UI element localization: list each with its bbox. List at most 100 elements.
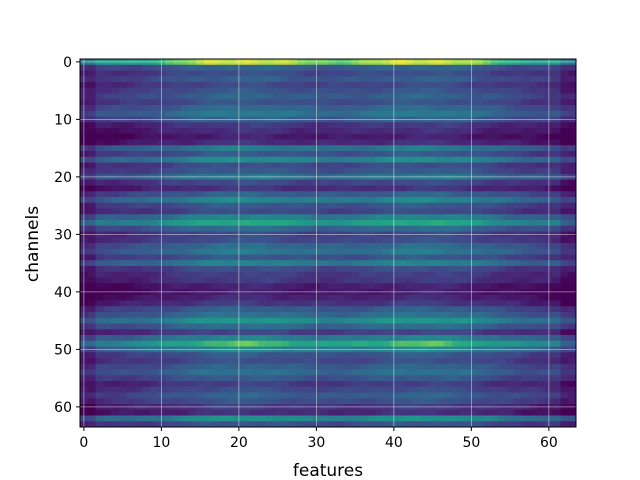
heatmap-cell <box>560 317 569 324</box>
heatmap-cell <box>459 415 468 422</box>
heatmap-cell <box>281 386 290 393</box>
heatmap-cell <box>219 335 228 342</box>
heatmap-cell <box>204 191 213 198</box>
heatmap-cell <box>281 133 290 140</box>
heatmap-cell <box>242 202 251 209</box>
heatmap-cell <box>126 340 135 347</box>
heatmap-cell <box>126 254 135 261</box>
heatmap-cell <box>335 133 344 140</box>
heatmap-cell <box>250 283 259 290</box>
heatmap-cell <box>382 168 391 175</box>
heatmap-cell <box>514 139 523 146</box>
heatmap-cell <box>281 99 290 106</box>
heatmap-cell <box>204 197 213 204</box>
heatmap-cell <box>204 168 213 175</box>
heatmap-cell <box>289 358 298 365</box>
heatmap-cell <box>219 70 228 77</box>
heatmap-cell <box>250 409 259 416</box>
heatmap-cell <box>514 386 523 393</box>
heatmap-cell <box>211 237 220 244</box>
heatmap-cell <box>328 329 337 336</box>
heatmap-cell <box>359 87 368 94</box>
heatmap-cell <box>413 162 422 169</box>
heatmap-cell <box>475 168 484 175</box>
heatmap-cell <box>374 421 383 428</box>
heatmap-cell <box>266 64 275 71</box>
heatmap-cell <box>475 363 484 370</box>
heatmap-cell <box>211 202 220 209</box>
heatmap-cell <box>359 99 368 106</box>
heatmap-cell <box>211 340 220 347</box>
heatmap-cell <box>560 375 569 382</box>
heatmap-cell <box>444 197 453 204</box>
heatmap-cell <box>273 243 282 250</box>
heatmap-cell <box>405 358 414 365</box>
heatmap-cell <box>382 162 391 169</box>
heatmap-cell <box>173 128 182 135</box>
heatmap-cell <box>552 415 561 422</box>
heatmap-cell <box>483 248 492 255</box>
heatmap-cell <box>219 358 228 365</box>
heatmap-cell <box>103 248 112 255</box>
heatmap-cell <box>111 283 120 290</box>
heatmap-cell <box>142 139 151 146</box>
heatmap-cell <box>552 128 561 135</box>
heatmap-cell <box>165 294 174 301</box>
heatmap-cell <box>529 197 538 204</box>
heatmap-cell <box>250 208 259 215</box>
heatmap-cell <box>118 185 127 192</box>
heatmap-cell <box>366 202 375 209</box>
heatmap-cell <box>444 168 453 175</box>
heatmap-cell <box>498 139 507 146</box>
heatmap-cell <box>397 202 406 209</box>
heatmap-cell <box>111 271 120 278</box>
heatmap-cell <box>428 185 437 192</box>
heatmap-cell <box>436 133 445 140</box>
heatmap-cell <box>568 277 577 284</box>
heatmap-cell <box>452 179 461 186</box>
heatmap-cell <box>506 381 515 388</box>
heatmap-cell <box>111 386 120 393</box>
heatmap-cell <box>165 237 174 244</box>
heatmap-cell <box>281 145 290 152</box>
heatmap-cell <box>165 283 174 290</box>
heatmap-cell <box>475 421 484 428</box>
heatmap-cell <box>335 266 344 273</box>
heatmap-cell <box>242 358 251 365</box>
heatmap-cell <box>405 392 414 399</box>
heatmap-cell <box>266 340 275 347</box>
heatmap-cell <box>126 87 135 94</box>
heatmap-cell <box>188 277 197 284</box>
heatmap-cell <box>126 329 135 336</box>
heatmap-cell <box>266 277 275 284</box>
heatmap-cell <box>126 76 135 83</box>
heatmap-cell <box>335 93 344 100</box>
heatmap-cell <box>103 156 112 163</box>
heatmap-cell <box>211 248 220 255</box>
heatmap-cell <box>514 248 523 255</box>
heatmap-cell <box>165 214 174 221</box>
heatmap-cell <box>320 340 329 347</box>
heatmap-cell <box>413 93 422 100</box>
heatmap-cell <box>281 191 290 198</box>
heatmap-cell <box>273 139 282 146</box>
heatmap-cell <box>126 99 135 106</box>
heatmap-cell <box>281 122 290 129</box>
heatmap-cell <box>211 369 220 376</box>
heatmap-cell <box>142 145 151 152</box>
heatmap-cell <box>529 139 538 146</box>
heatmap-cell <box>444 254 453 261</box>
heatmap-cell <box>165 93 174 100</box>
heatmap-cell <box>459 254 468 261</box>
heatmap-cell <box>134 283 143 290</box>
heatmap-cell <box>436 248 445 255</box>
heatmap-cell <box>95 260 104 267</box>
heatmap-cell <box>382 260 391 267</box>
heatmap-cell <box>444 306 453 313</box>
heatmap-cell <box>351 191 360 198</box>
heatmap-cell <box>126 392 135 399</box>
heatmap-cell <box>359 248 368 255</box>
heatmap-cell <box>118 369 127 376</box>
heatmap-cell <box>281 208 290 215</box>
heatmap-cell <box>452 283 461 290</box>
